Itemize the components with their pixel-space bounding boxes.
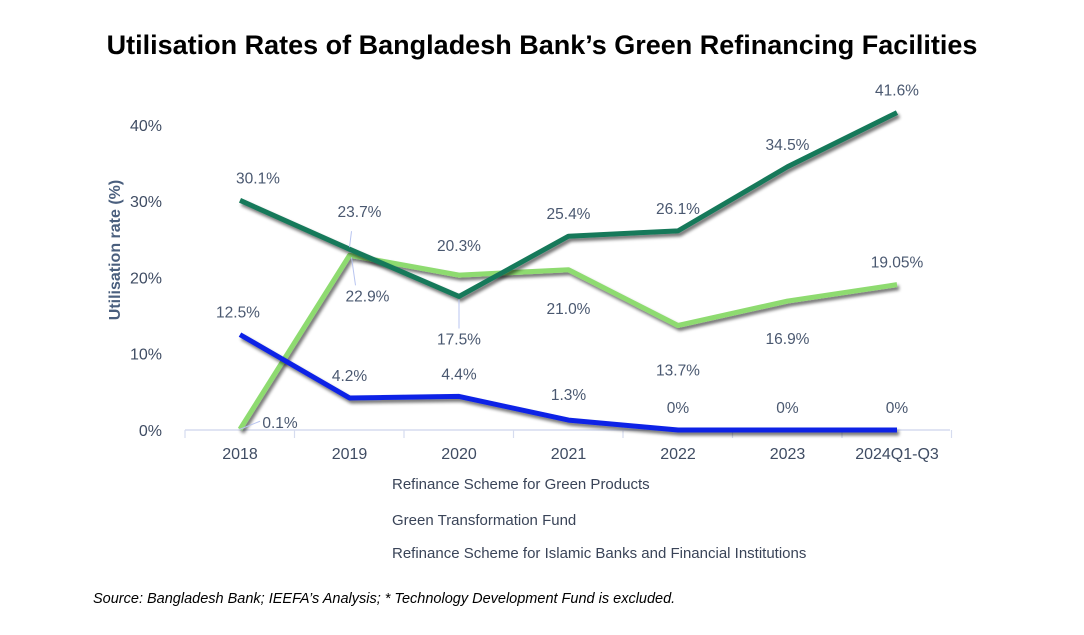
data-label: 16.9% xyxy=(766,331,810,348)
source-note: Source: Bangladesh Bank; IEEFA’s Analysi… xyxy=(93,591,676,607)
data-label: 26.1% xyxy=(656,201,700,218)
legend-label: Green Transformation Fund xyxy=(392,512,576,529)
data-label: 19.05% xyxy=(871,255,924,272)
y-axis-label: Utilisation rate (%) xyxy=(107,180,124,320)
x-tick-label: 2023 xyxy=(770,446,806,463)
series-line-2 xyxy=(238,332,897,433)
data-label: 21.0% xyxy=(547,301,591,318)
x-tick-label: 2018 xyxy=(222,446,258,463)
data-label: 13.7% xyxy=(656,362,700,379)
data-label: 30.1% xyxy=(236,170,280,187)
data-label: 20.3% xyxy=(437,238,481,255)
leader-line xyxy=(239,420,261,430)
x-tick-label: 2020 xyxy=(441,446,477,463)
x-tick-label: 2019 xyxy=(332,446,368,463)
y-tick-label: 10% xyxy=(130,347,162,364)
y-tick-label: 30% xyxy=(130,194,162,211)
data-label: 25.4% xyxy=(547,206,591,223)
legend-label: Refinance Scheme for Green Products xyxy=(392,476,650,493)
data-label: 41.6% xyxy=(875,83,919,100)
y-tick-label: 0% xyxy=(139,423,162,440)
legend-label: Refinance Scheme for Islamic Banks and F… xyxy=(392,545,806,562)
data-label: 0% xyxy=(776,400,799,417)
data-label: 22.9% xyxy=(346,288,390,305)
data-label: 0% xyxy=(886,400,909,417)
data-label: 12.5% xyxy=(216,305,260,322)
data-label: 0% xyxy=(667,400,690,417)
data-label: 1.3% xyxy=(551,387,587,404)
data-label: 17.5% xyxy=(437,331,481,348)
x-tick-label: 2021 xyxy=(551,446,587,463)
y-tick-label: 40% xyxy=(130,118,162,135)
data-label: 4.2% xyxy=(332,368,368,385)
data-label: 34.5% xyxy=(766,137,810,154)
chart-title: Utilisation Rates of Bangladesh Bank’s G… xyxy=(106,30,978,60)
series-line-1 xyxy=(237,252,898,431)
data-label: 23.7% xyxy=(338,204,382,221)
x-tick-label: 2022 xyxy=(660,446,696,463)
leader-line xyxy=(351,257,356,286)
data-label: 4.4% xyxy=(441,366,477,383)
y-tick-label: 20% xyxy=(130,270,162,287)
series-line-0 xyxy=(238,110,899,299)
data-label: 0.1% xyxy=(262,415,298,432)
leader-line xyxy=(349,231,352,248)
x-tick-label: 2024Q1-Q3 xyxy=(855,446,939,463)
